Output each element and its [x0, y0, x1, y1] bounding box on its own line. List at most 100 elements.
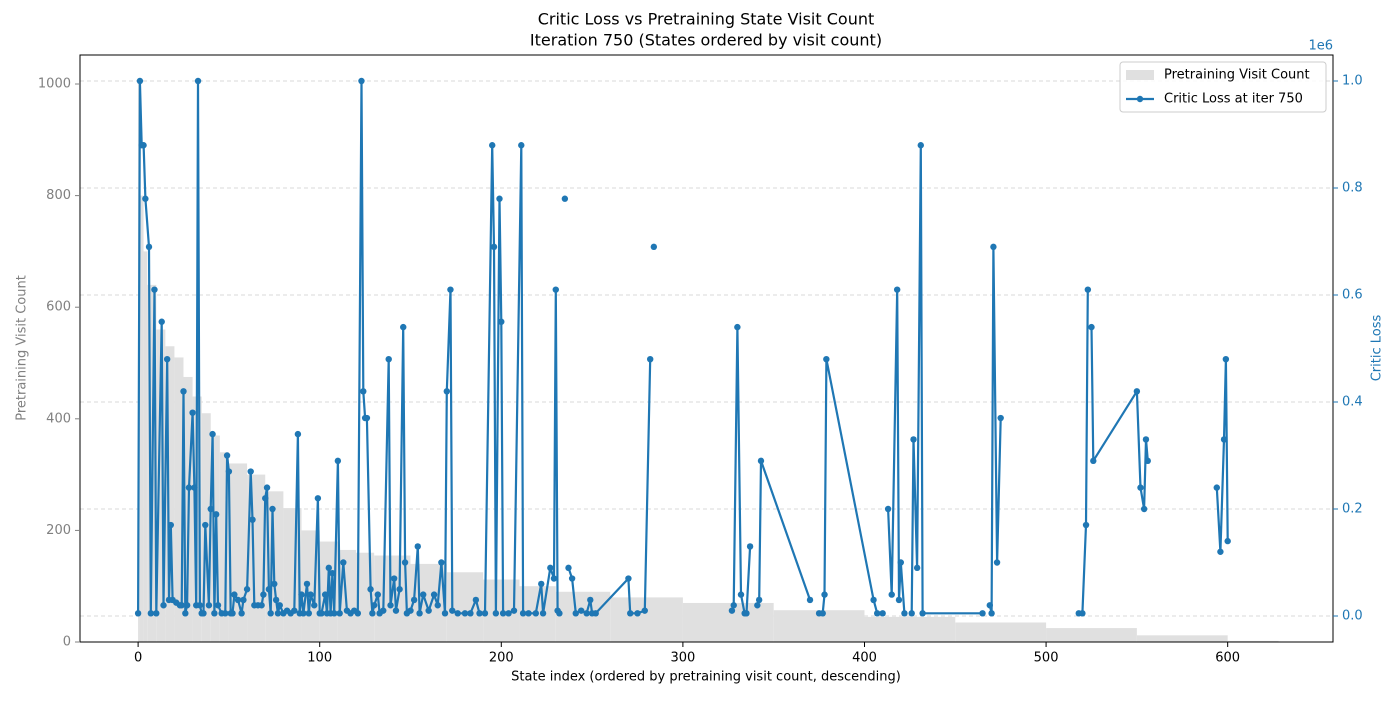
point	[893, 286, 901, 293]
y2-tick-label: 1.0	[1342, 74, 1363, 89]
point	[539, 610, 547, 617]
point	[260, 591, 267, 598]
point	[358, 77, 365, 85]
point	[441, 610, 449, 617]
point	[222, 610, 229, 617]
point	[556, 610, 563, 617]
point	[757, 457, 765, 465]
bar	[682, 602, 774, 642]
point	[498, 318, 505, 325]
x-axis-label: State index (ordered by pretraining visi…	[511, 670, 901, 685]
point	[1137, 484, 1144, 491]
point	[414, 543, 421, 550]
point	[340, 559, 347, 566]
chart-subtitle: Iteration 750 (States ordered by visit c…	[530, 31, 882, 50]
point	[363, 414, 371, 422]
point	[336, 610, 343, 617]
point	[489, 142, 496, 149]
point	[467, 610, 474, 617]
point	[158, 318, 165, 325]
point	[990, 243, 997, 251]
chart-title: Critic Loss vs Pretraining State Visit C…	[538, 10, 875, 29]
point	[269, 505, 276, 513]
point	[262, 495, 269, 502]
point	[258, 602, 265, 609]
legend-label: Critic Loss at iter 750	[1164, 92, 1303, 107]
point	[300, 610, 307, 617]
bar	[955, 622, 1047, 642]
point	[225, 468, 233, 475]
point	[291, 607, 298, 614]
point	[734, 323, 741, 331]
point	[879, 610, 886, 617]
point	[331, 610, 338, 617]
point	[1142, 436, 1150, 443]
point	[1133, 388, 1141, 395]
point	[496, 195, 503, 202]
point	[870, 596, 877, 604]
point	[525, 610, 532, 617]
plot-frame	[79, 54, 1334, 643]
point	[986, 602, 993, 609]
point	[895, 596, 903, 604]
point	[416, 610, 423, 617]
point	[307, 591, 314, 598]
x-tick-label: 500	[1034, 651, 1059, 666]
y2-tick-label: 0.8	[1342, 181, 1363, 196]
point	[263, 484, 271, 491]
point	[519, 610, 527, 617]
point	[993, 559, 1001, 566]
point	[823, 355, 830, 363]
point	[390, 575, 398, 582]
point	[728, 607, 736, 614]
point	[267, 610, 274, 617]
legend: Pretraining Visit Count Critic Loss at it…	[1119, 61, 1327, 113]
y-tick-label: 1000	[38, 77, 71, 92]
point	[194, 77, 202, 85]
point	[730, 602, 737, 609]
point	[231, 591, 238, 598]
point	[1088, 323, 1095, 331]
legend-marker	[1136, 95, 1144, 103]
point	[919, 610, 926, 617]
point	[370, 602, 378, 609]
point	[1082, 521, 1090, 529]
point	[438, 559, 445, 566]
point	[806, 596, 814, 604]
point	[430, 591, 438, 598]
point	[214, 602, 222, 609]
point	[321, 591, 329, 598]
point	[492, 610, 500, 617]
point	[547, 564, 554, 572]
x-tick-label: 400	[852, 651, 877, 666]
point	[240, 596, 247, 604]
point	[425, 607, 432, 614]
point	[274, 610, 282, 617]
point	[568, 575, 576, 582]
point	[163, 355, 171, 363]
point	[354, 610, 362, 617]
point	[449, 607, 456, 614]
point	[746, 543, 754, 550]
point	[481, 610, 489, 617]
bar	[165, 346, 175, 642]
point	[754, 602, 761, 609]
point	[329, 569, 336, 577]
point	[178, 602, 185, 609]
bar	[610, 597, 683, 642]
point	[147, 610, 155, 617]
point	[180, 388, 187, 395]
y2-axis-label: Critic Loss	[1370, 315, 1385, 382]
point	[396, 586, 403, 593]
point	[314, 495, 322, 502]
y-axis-label: Pretraining Visit Count	[15, 275, 30, 421]
point	[211, 610, 218, 617]
point	[901, 610, 908, 617]
point	[472, 596, 480, 604]
point	[627, 610, 634, 617]
point	[443, 388, 451, 395]
point	[625, 575, 632, 582]
bar	[156, 329, 166, 642]
point	[910, 436, 917, 443]
point	[209, 430, 216, 438]
